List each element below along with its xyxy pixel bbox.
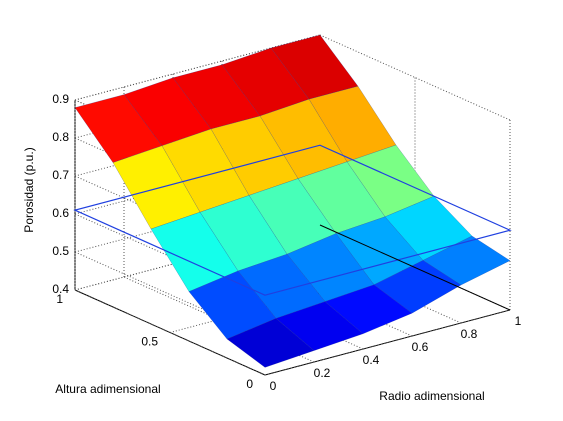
z-tick-label: 0.9 [52,92,69,106]
z-tick-label: 0.5 [52,244,69,258]
y-axis-label: Altura adimensional [55,382,160,396]
x-axis-label: Radio adimensional [379,389,484,403]
grid-line [74,34,321,101]
x-tick-label: 0.4 [363,353,380,367]
axis-line [319,224,511,311]
surface-patch [226,318,315,368]
level-plane [73,144,512,296]
z-tick-label: 0.8 [52,130,69,144]
y-tick-label: 0 [246,377,253,391]
x-tick-label: 0.6 [412,340,429,354]
x-tick-label: 0.8 [461,327,478,341]
grid-line [264,309,511,376]
z-tick-label: 0.7 [52,168,69,182]
z-tick-label: 0.6 [52,206,69,220]
x-tick-label: 0.2 [314,366,331,380]
z-tick-label: 0.4 [52,282,69,296]
x-tick-label: 0 [270,379,277,393]
x-tick-label: 1 [515,314,522,328]
z-axis-label: Porosidad (p.u.) [22,147,36,232]
y-tick-label: 0.5 [141,335,158,349]
y-tick-label: 1 [56,292,63,306]
